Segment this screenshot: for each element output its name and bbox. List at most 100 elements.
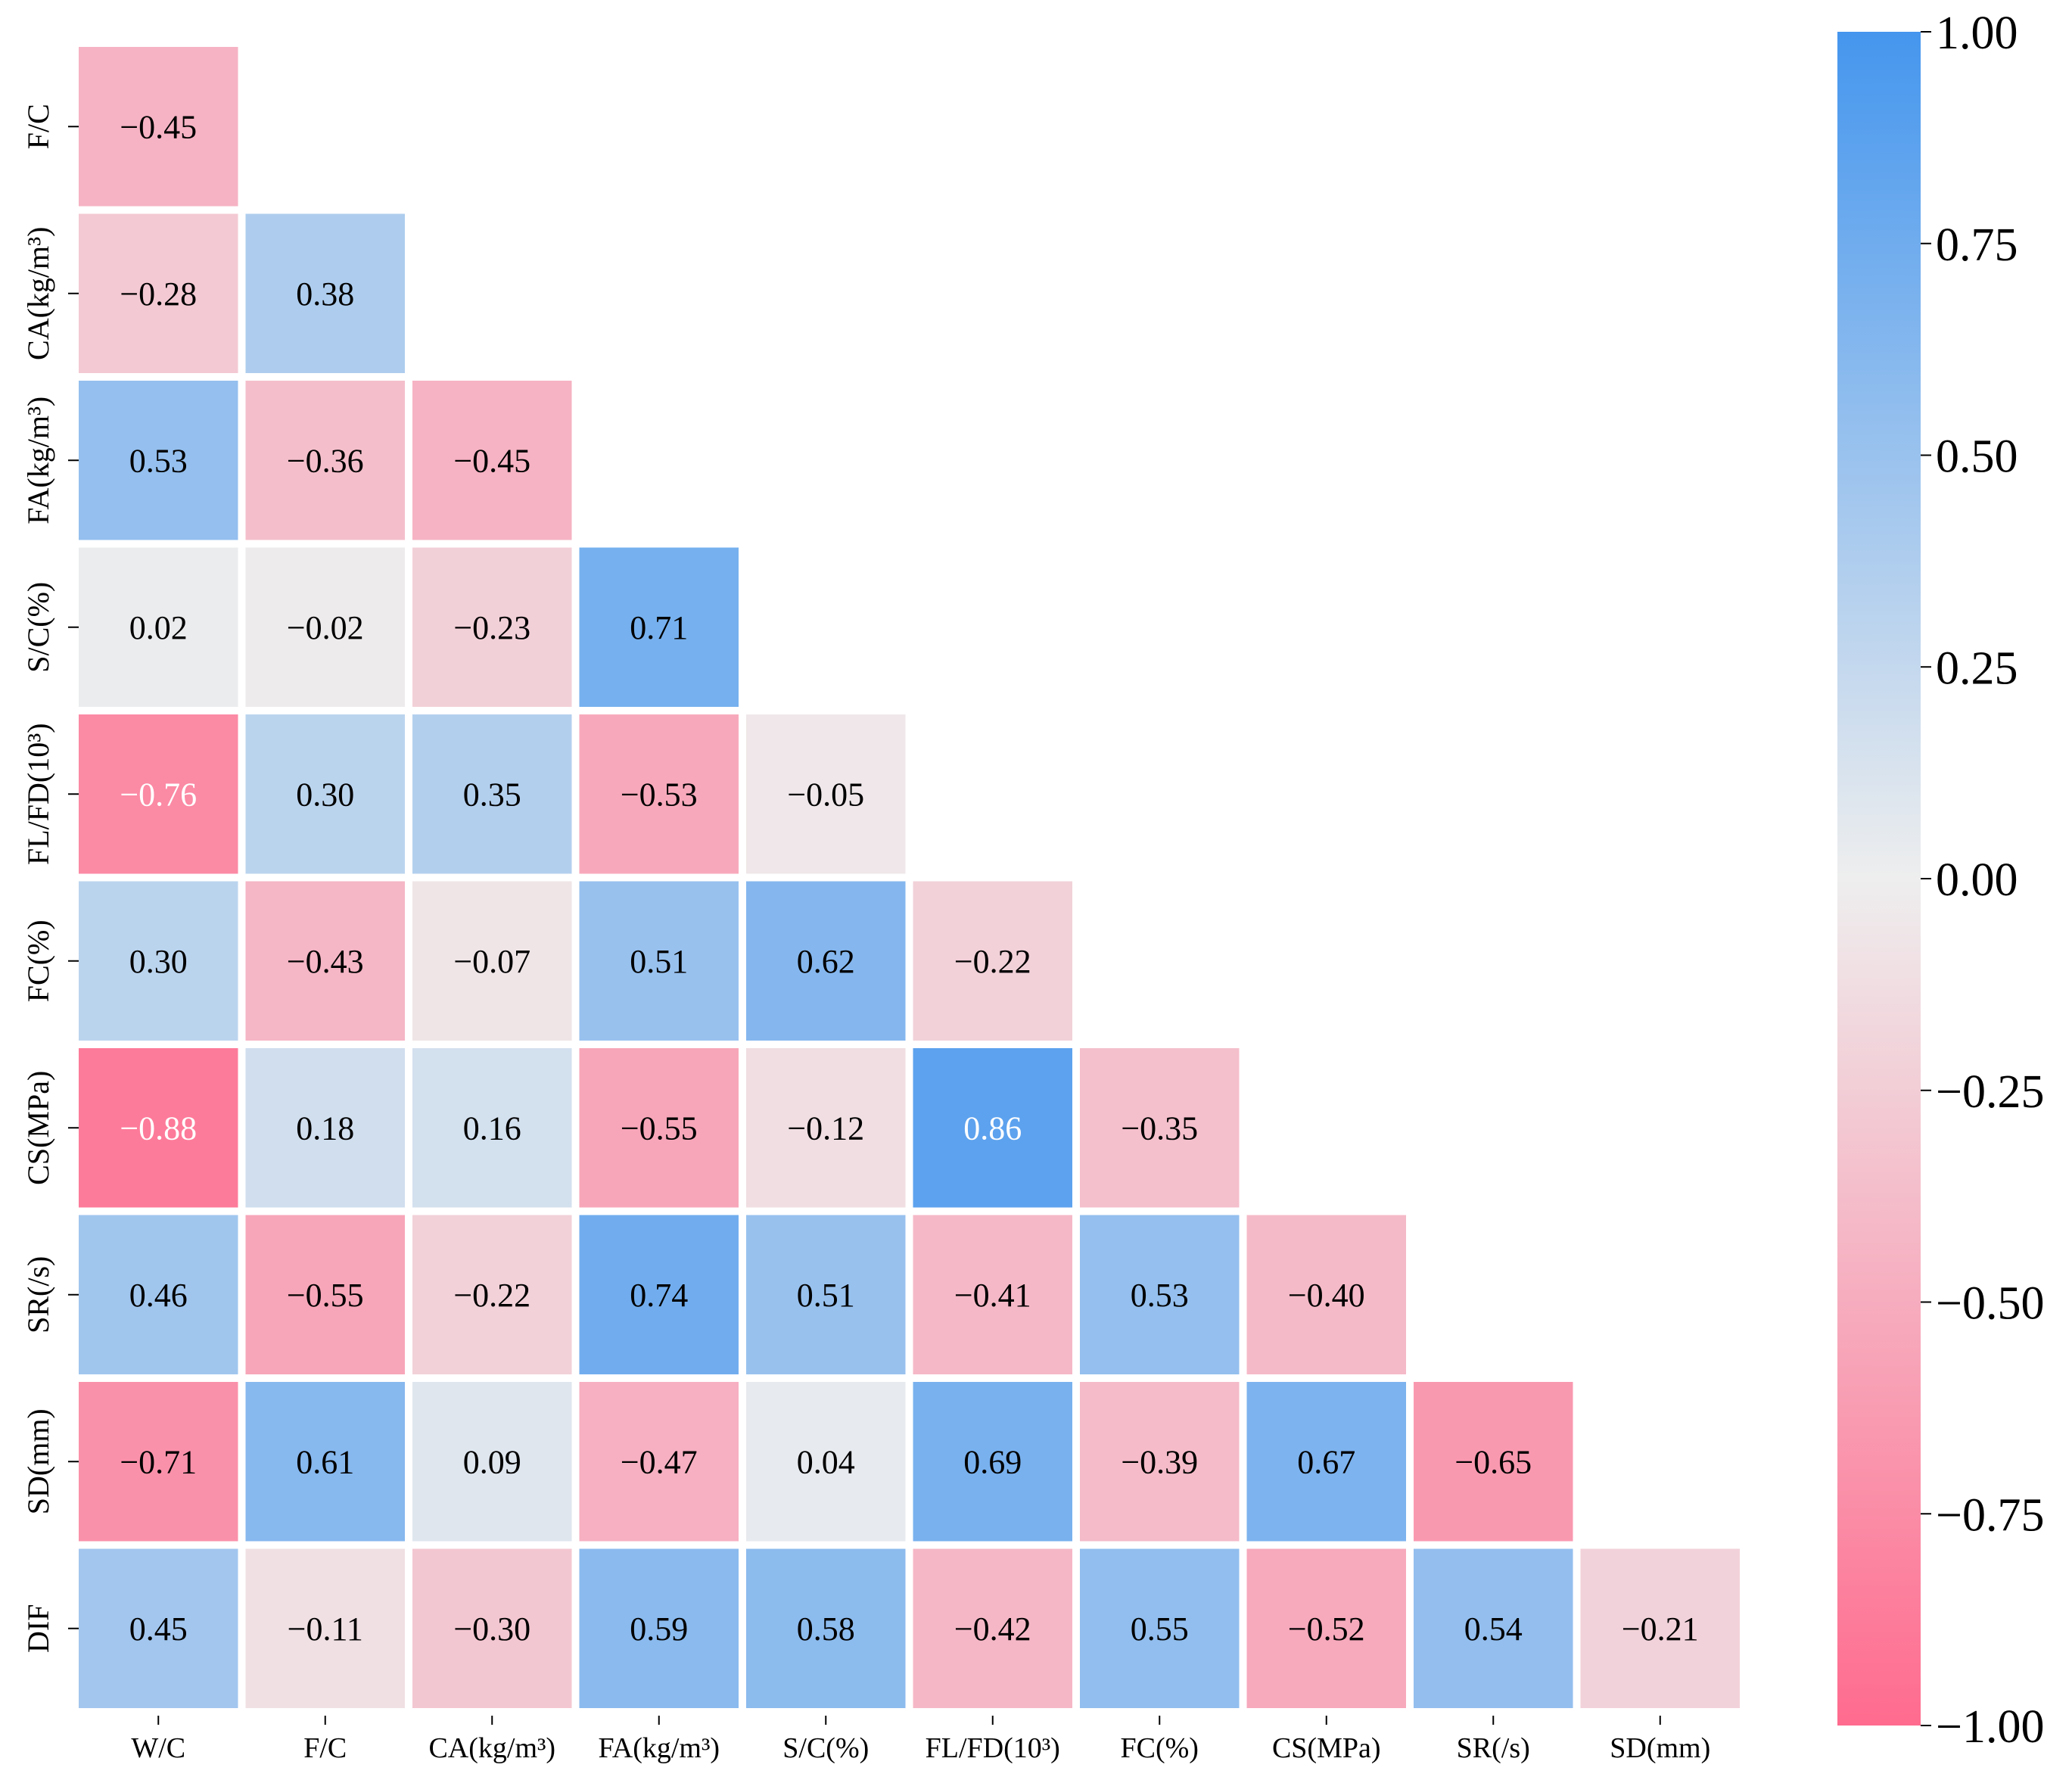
heatmap-cell: −0.76 (79, 714, 238, 874)
heatmap-cell: −0.88 (79, 1048, 238, 1208)
heatmap-cell-rect (79, 1215, 238, 1374)
heatmap-cell-rect (245, 213, 405, 373)
heatmap-cell: −0.55 (245, 1215, 405, 1374)
heatmap-cell-rect (579, 1548, 739, 1708)
heatmap-cell: −0.36 (245, 381, 405, 540)
cell-value-label: −0.65 (1454, 1443, 1532, 1480)
heatmap-cell-rect (412, 1048, 572, 1208)
x-tick-label: W/C (131, 1732, 185, 1764)
heatmap-cell-rect (1080, 1215, 1240, 1374)
heatmap-cell: 0.61 (245, 1382, 405, 1542)
cell-value-label: −0.21 (1622, 1610, 1699, 1648)
heatmap-cell-rect (579, 1048, 739, 1208)
heatmap-cell: 0.53 (1080, 1215, 1240, 1374)
heatmap-cell-rect (913, 1048, 1072, 1208)
heatmap-cell-rect (245, 881, 405, 1041)
heatmap-cell-rect (412, 881, 572, 1041)
cell-value-label: −0.02 (287, 609, 364, 646)
heatmap-cell: 0.67 (1246, 1382, 1406, 1542)
heatmap-cell: 0.86 (913, 1048, 1072, 1208)
heatmap-cell: −0.12 (746, 1048, 906, 1208)
x-tick-label: CA(kg/m³) (428, 1732, 555, 1764)
heatmap-cell-rect (245, 1548, 405, 1708)
heatmap-cell: −0.21 (1580, 1548, 1740, 1708)
cell-value-label: −0.11 (288, 1610, 363, 1648)
cell-value-label: 0.30 (129, 943, 188, 980)
x-axis: W/C F/C CA(kg/m³) FA(kg/m³) S/C(%) FL/FD(10³)… (131, 1716, 1710, 1764)
heatmap-cell: −0.65 (1414, 1382, 1573, 1542)
heatmap-cell-rect (412, 714, 572, 874)
heatmap-cell-rect (412, 381, 572, 540)
heatmap-cell: 0.38 (245, 213, 405, 373)
y-tick-label: S/C(%) (21, 582, 55, 673)
cell-value-label: −0.23 (453, 609, 530, 646)
cell-value-label: 0.35 (463, 776, 521, 813)
heatmap-cell: 0.55 (1080, 1548, 1240, 1708)
heatmap-cell: −0.43 (245, 881, 405, 1041)
heatmap-cell: 0.53 (79, 381, 238, 540)
cell-value-label: −0.45 (120, 108, 197, 145)
heatmap-cell-rect (79, 881, 238, 1041)
heatmap-cell-rect (1080, 1382, 1240, 1542)
cell-value-label: 0.55 (1131, 1610, 1189, 1648)
colorbar-tick-label: −0.75 (1936, 1489, 2044, 1541)
heatmap-cell-rect (913, 1215, 1072, 1374)
colorbar-tick-label: −0.25 (1936, 1066, 2044, 1118)
x-tick-label: SD(mm) (1610, 1732, 1710, 1764)
cell-value-label: 0.58 (797, 1610, 855, 1648)
heatmap-cell-rect (1580, 1548, 1740, 1708)
heatmap-cell: 0.30 (245, 714, 405, 874)
y-tick-label: CA(kg/m³) (21, 227, 55, 360)
heatmap-cell-rect (412, 1215, 572, 1374)
heatmap-cell-rect (1414, 1548, 1573, 1708)
colorbar-tick-label: 0.50 (1936, 431, 2018, 483)
y-tick-label: CS(MPa) (21, 1071, 55, 1185)
heatmap-cell-rect (746, 1382, 906, 1542)
y-tick-label: SR(/s) (21, 1256, 55, 1333)
heatmap-cell-rect (79, 47, 238, 207)
heatmap-cell: 0.58 (746, 1548, 906, 1708)
heatmap-cells: −0.45 −0.28 0.38 0.53 −0.36 −0.45 0.02 −0.02 −0.… (79, 47, 1740, 1708)
heatmap-cell-rect (412, 1382, 572, 1542)
heatmap-cell: −0.30 (412, 1548, 572, 1708)
cell-value-label: −0.28 (120, 275, 197, 313)
heatmap-cell: −0.02 (245, 547, 405, 707)
heatmap-cell-rect (79, 547, 238, 707)
cell-value-label: −0.71 (120, 1443, 197, 1480)
heatmap-cell: 0.51 (579, 881, 739, 1041)
cell-value-label: −0.05 (787, 776, 864, 813)
heatmap-cell-rect (1080, 1548, 1240, 1708)
cell-value-label: 0.67 (1297, 1443, 1355, 1480)
heatmap-cell: −0.35 (1080, 1048, 1240, 1208)
cell-value-label: 0.30 (296, 776, 354, 813)
heatmap-cell-rect (579, 547, 739, 707)
heatmap-cell-rect (1080, 1048, 1240, 1208)
heatmap-cell-rect (79, 1048, 238, 1208)
cell-value-label: −0.55 (621, 1109, 698, 1147)
cell-value-label: −0.52 (1288, 1610, 1365, 1648)
heatmap-cell-rect (1414, 1382, 1573, 1542)
heatmap-cell: 0.46 (79, 1215, 238, 1374)
cell-value-label: −0.42 (954, 1610, 1031, 1648)
heatmap-cell: −0.28 (79, 213, 238, 373)
colorbar-tick-label: 1.00 (1936, 8, 2018, 59)
heatmap-cell-rect (579, 714, 739, 874)
colorbar-tick-label: 0.75 (1936, 219, 2018, 271)
y-tick-label: DIF (21, 1604, 55, 1653)
cell-value-label: 0.54 (1464, 1610, 1523, 1648)
heatmap-cell: 0.62 (746, 881, 906, 1041)
y-tick-label: FC(%) (21, 920, 55, 1002)
cell-value-label: −0.55 (287, 1277, 364, 1314)
cell-value-label: 0.61 (296, 1443, 354, 1480)
heatmap-cell-rect (79, 1548, 238, 1708)
heatmap-cell: −0.52 (1246, 1548, 1406, 1708)
y-tick-label: SD(mm) (21, 1408, 55, 1514)
heatmap-cell: −0.53 (579, 714, 739, 874)
heatmap-cell-rect (79, 381, 238, 540)
heatmap-cell-rect (79, 213, 238, 373)
heatmap-cell-rect (579, 1382, 739, 1542)
heatmap-cell: −0.40 (1246, 1215, 1406, 1374)
heatmap-cell-rect (245, 714, 405, 874)
heatmap-cell: 0.71 (579, 547, 739, 707)
